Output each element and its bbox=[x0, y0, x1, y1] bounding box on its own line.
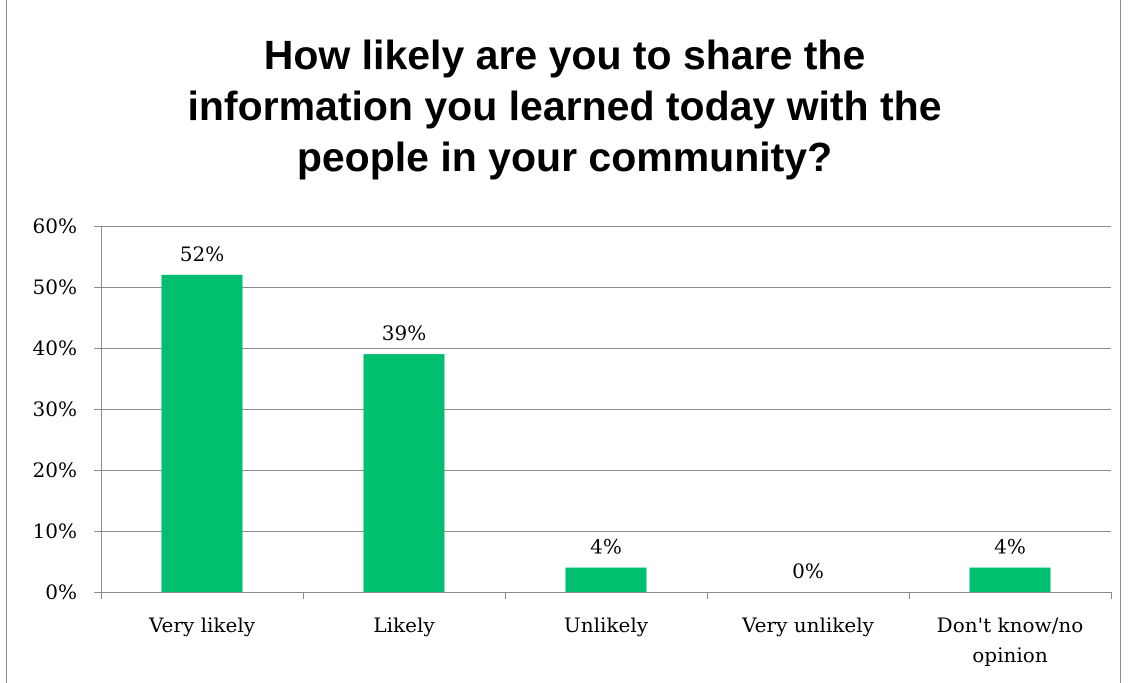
bar-likely bbox=[363, 354, 445, 592]
category-label: Very unlikely bbox=[741, 613, 875, 637]
y-tick-label: 30% bbox=[33, 397, 77, 421]
chart-title-line-1: How likely are you to share the bbox=[263, 32, 866, 78]
chart-title-line-2: information you learned today with the bbox=[187, 83, 942, 129]
category-label: Don't know/no bbox=[937, 613, 1084, 637]
y-tick-label: 60% bbox=[33, 214, 77, 238]
y-tick-label: 40% bbox=[33, 336, 77, 360]
bars bbox=[161, 274, 1051, 592]
data-label: 52% bbox=[180, 242, 224, 266]
y-tick-label: 0% bbox=[45, 580, 77, 604]
data-label: 4% bbox=[590, 535, 622, 559]
y-tick-label: 50% bbox=[33, 275, 77, 299]
chart-title-line-3: people in your community? bbox=[296, 134, 833, 180]
bar-unlikely bbox=[565, 567, 647, 592]
data-label: 39% bbox=[382, 321, 426, 345]
bar-very-likely bbox=[161, 274, 243, 592]
category-label: opinion bbox=[972, 643, 1048, 667]
bar-don-t-know-no-opinion bbox=[969, 567, 1051, 592]
x-axis-category-labels: Very likely Likely Unlikely Very unlikely Do… bbox=[148, 613, 1083, 667]
category-label: Likely bbox=[373, 613, 435, 637]
data-labels: 52% 39% 4% 0% 4% bbox=[180, 242, 1026, 583]
data-label: 4% bbox=[994, 535, 1026, 559]
y-tick-label: 20% bbox=[33, 458, 77, 482]
axes bbox=[94, 226, 1112, 599]
gridlines bbox=[101, 226, 1111, 532]
data-label: 0% bbox=[792, 559, 824, 583]
chart-title: How likely are you to share the informat… bbox=[0, 30, 1129, 183]
y-axis-tick-labels: 0% 10% 20% 30% 40% 50% 60% bbox=[33, 214, 77, 604]
category-label: Very likely bbox=[148, 613, 256, 637]
category-label: Unlikely bbox=[564, 613, 649, 637]
y-tick-label: 10% bbox=[33, 519, 77, 543]
